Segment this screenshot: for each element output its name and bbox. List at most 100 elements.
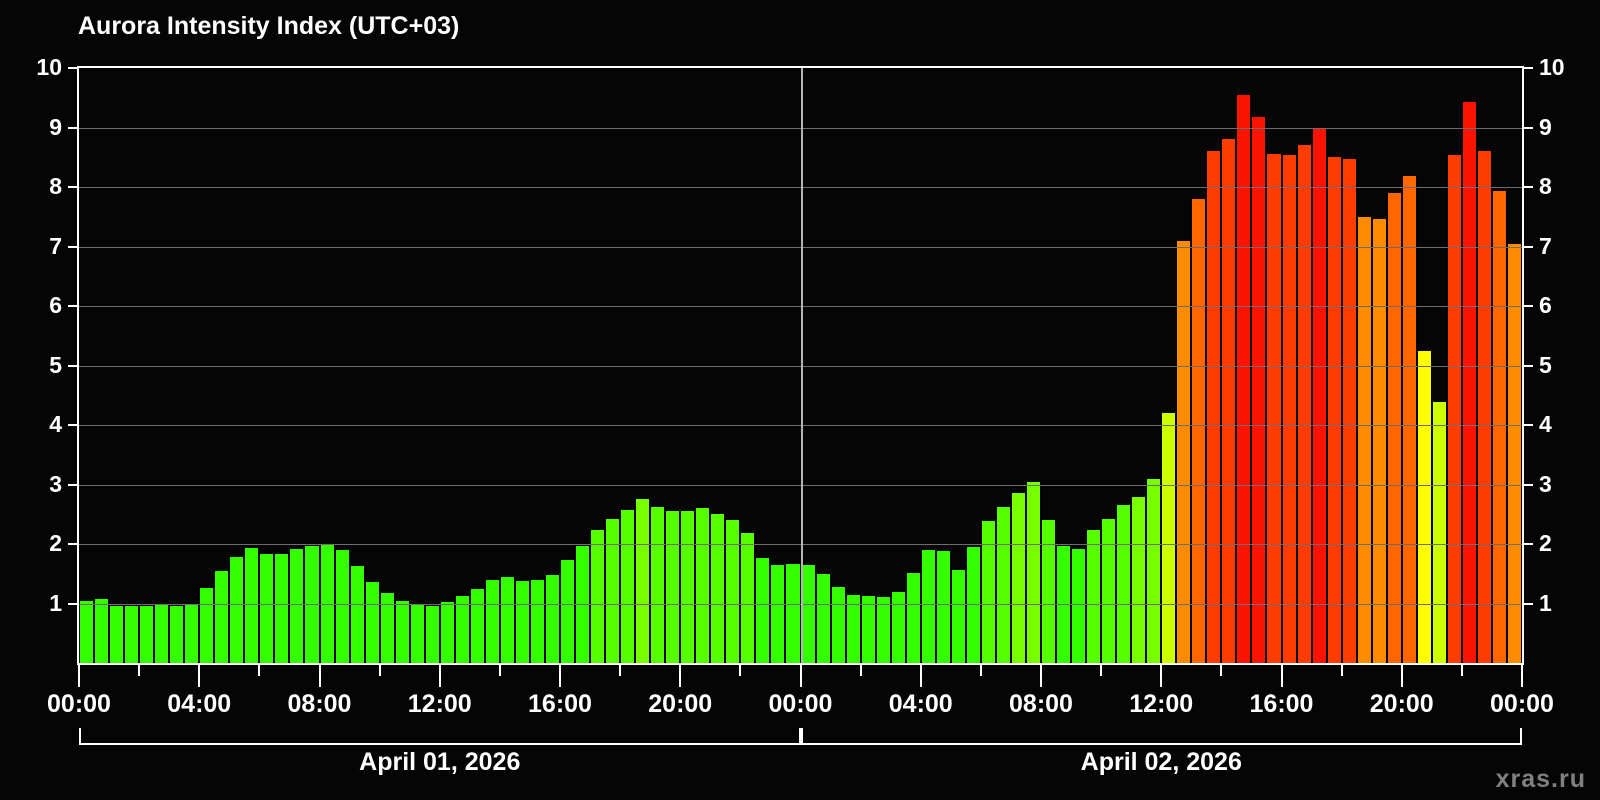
bar (1206, 151, 1222, 663)
y-tick-left (68, 245, 77, 248)
bar (1146, 478, 1162, 663)
axis-top (77, 66, 1524, 68)
bar (1311, 129, 1327, 663)
bar (1176, 241, 1192, 663)
x-tick-minor (1340, 665, 1343, 676)
x-tick-major (1280, 665, 1283, 687)
bar (1191, 198, 1207, 663)
x-tick-major (1160, 665, 1163, 687)
bar (755, 558, 771, 663)
bar (785, 563, 801, 663)
bar (214, 570, 230, 663)
y-tick-left (68, 67, 77, 69)
x-axis-tick-label: 16:00 (1249, 690, 1314, 718)
x-tick-major (1400, 665, 1403, 687)
y-tick-left (68, 483, 77, 486)
bar (229, 557, 245, 663)
x-tick-minor (1220, 665, 1223, 676)
bar (725, 520, 741, 663)
y-axis-tick-label: 6 (1539, 292, 1552, 318)
bar (1281, 155, 1297, 663)
day-label: April 01, 2026 (359, 748, 521, 776)
x-tick-minor (979, 665, 982, 676)
bar (469, 588, 485, 663)
bar (920, 549, 936, 663)
bar (1401, 175, 1417, 663)
y-axis-tick-label: 9 (1539, 113, 1552, 140)
bar (1086, 530, 1102, 663)
bar (1416, 350, 1432, 663)
bar (860, 595, 876, 663)
bar (665, 511, 681, 663)
x-tick-major (1521, 665, 1523, 687)
bar (1506, 243, 1522, 663)
bar (364, 582, 380, 663)
bar (800, 564, 816, 663)
y-axis-tick-label: 4 (49, 411, 62, 437)
x-axis-tick-label: 16:00 (528, 690, 592, 718)
bar (680, 511, 696, 663)
bar (605, 519, 621, 663)
x-axis-tick-label: 20:00 (648, 690, 713, 718)
bar (1266, 154, 1282, 663)
y-tick-right (1524, 543, 1533, 545)
x-tick-minor (619, 665, 622, 676)
bar (1296, 145, 1312, 663)
bar (154, 604, 170, 663)
x-tick-minor (378, 665, 381, 676)
day-bracket (800, 728, 1522, 745)
bar (950, 570, 966, 663)
x-axis-tick-label: 08:00 (287, 690, 352, 718)
bar (1056, 545, 1072, 663)
bar (635, 498, 651, 663)
bar (770, 565, 786, 663)
y-tick-left (68, 364, 77, 367)
bar (1431, 402, 1447, 663)
bar (109, 605, 125, 663)
bar (424, 606, 440, 663)
bar (1025, 482, 1041, 663)
y-tick-right (1524, 424, 1533, 426)
y-axis-tick-label: 1 (1539, 589, 1552, 616)
bar (1491, 191, 1507, 663)
y-tick-right (1524, 126, 1533, 129)
page-title: Aurora Intensity Index (UTC+03) (78, 12, 460, 40)
bar (544, 574, 560, 663)
y-tick-left (68, 305, 77, 307)
y-axis-tick-label: 10 (1539, 54, 1565, 80)
y-tick-left (68, 186, 77, 188)
y-axis-tick-label: 2 (49, 530, 62, 556)
bar (184, 603, 200, 663)
bar (1386, 192, 1402, 663)
bar (845, 595, 861, 663)
bar (1356, 216, 1372, 663)
bar (1326, 157, 1342, 663)
x-axis-tick-label: 00:00 (1490, 690, 1554, 718)
bar (259, 554, 275, 663)
bar (1461, 101, 1477, 663)
y-tick-left (68, 424, 77, 426)
bar (529, 579, 545, 663)
x-axis-tick-label: 00:00 (47, 690, 111, 718)
bar (379, 592, 395, 663)
x-axis-tick-label: 00:00 (768, 690, 833, 718)
bar (815, 573, 831, 663)
bar (1341, 159, 1357, 663)
y-axis-tick-label: 8 (49, 173, 62, 199)
y-axis-tick-label: 3 (1539, 470, 1552, 497)
x-tick-minor (258, 665, 261, 676)
y-axis-tick-label: 2 (1539, 530, 1552, 556)
bar (139, 606, 155, 663)
bar (905, 572, 921, 663)
x-tick-major (78, 665, 80, 687)
bar (890, 591, 906, 663)
y-axis-tick-label: 3 (49, 470, 62, 497)
y-tick-right (1524, 67, 1533, 69)
bar (1371, 218, 1387, 663)
bar (289, 548, 305, 663)
bar (334, 549, 350, 663)
x-tick-major (559, 665, 561, 687)
bar (1071, 548, 1087, 663)
x-tick-major (318, 665, 321, 687)
bar (875, 596, 891, 663)
